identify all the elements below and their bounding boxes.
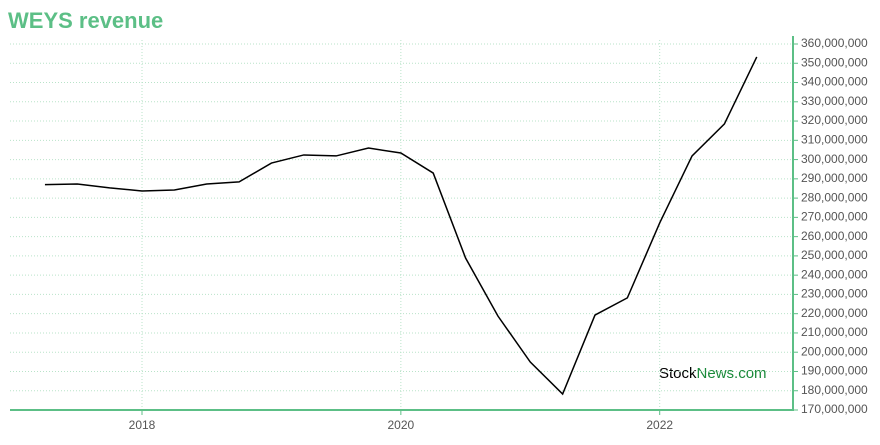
y-tick-label: 350,000,000 [801,55,868,69]
y-tick-label: 190,000,000 [801,364,868,378]
x-tick-label: 2022 [646,418,673,432]
x-tick-label: 2020 [388,418,415,432]
y-tick-label: 280,000,000 [801,190,868,204]
revenue-line [44,56,758,396]
y-tick-label: 290,000,000 [801,171,868,185]
y-tick-label: 320,000,000 [801,113,868,127]
watermark: StockNews.com [659,365,767,382]
x-tick-label: 2018 [129,418,156,432]
y-tick-label: 270,000,000 [801,210,868,224]
y-tick-label: 360,000,000 [801,36,868,50]
y-tick-label: 310,000,000 [801,132,868,146]
y-tick-label: 180,000,000 [801,383,868,397]
y-tick-label: 330,000,000 [801,94,868,108]
y-tick-label: 250,000,000 [801,248,868,262]
watermark-stock: Stock [659,365,697,382]
y-tick-label: 210,000,000 [801,325,868,339]
y-tick-label: 170,000,000 [801,402,868,416]
y-tick-label: 300,000,000 [801,152,868,166]
y-tick-label: 260,000,000 [801,229,868,243]
chart-title: WEYS revenue [8,8,163,33]
y-tick-label: 240,000,000 [801,267,868,281]
watermark-news: News.com [697,365,767,382]
y-tick-label: 220,000,000 [801,306,868,320]
y-tick-label: 230,000,000 [801,287,868,301]
y-tick-label: 200,000,000 [801,344,868,358]
y-tick-label: 340,000,000 [801,75,868,89]
